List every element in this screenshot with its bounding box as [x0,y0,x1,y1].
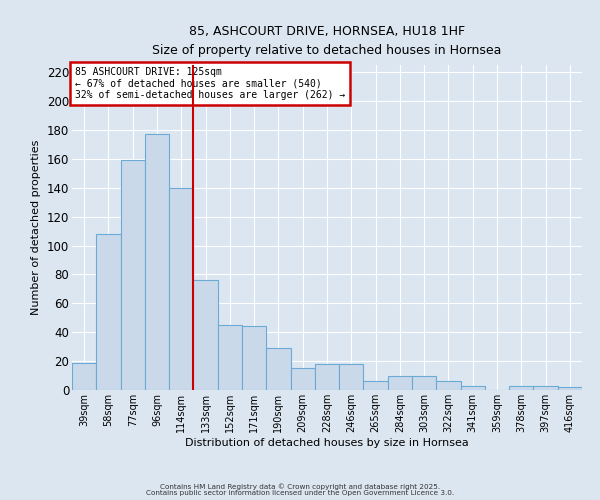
Bar [509,386,533,390]
Bar [364,382,388,390]
X-axis label: Distribution of detached houses by size in Hornsea: Distribution of detached houses by size … [185,438,469,448]
Bar [121,160,145,390]
Bar [169,188,193,390]
Bar [218,325,242,390]
Bar [436,382,461,390]
Bar [388,376,412,390]
Bar [242,326,266,390]
Bar [315,364,339,390]
Bar [461,386,485,390]
Bar [339,364,364,390]
Bar [290,368,315,390]
Bar [533,386,558,390]
Bar [412,376,436,390]
Bar [72,362,96,390]
Bar [193,280,218,390]
Text: 85 ASHCOURT DRIVE: 125sqm
← 67% of detached houses are smaller (540)
32% of semi: 85 ASHCOURT DRIVE: 125sqm ← 67% of detac… [74,66,345,100]
Text: Contains public sector information licensed under the Open Government Licence 3.: Contains public sector information licen… [146,490,454,496]
Bar [558,387,582,390]
Bar [266,348,290,390]
Y-axis label: Number of detached properties: Number of detached properties [31,140,41,315]
Bar [145,134,169,390]
Text: Contains HM Land Registry data © Crown copyright and database right 2025.: Contains HM Land Registry data © Crown c… [160,484,440,490]
Title: 85, ASHCOURT DRIVE, HORNSEA, HU18 1HF
Size of property relative to detached hous: 85, ASHCOURT DRIVE, HORNSEA, HU18 1HF Si… [152,25,502,57]
Bar [96,234,121,390]
